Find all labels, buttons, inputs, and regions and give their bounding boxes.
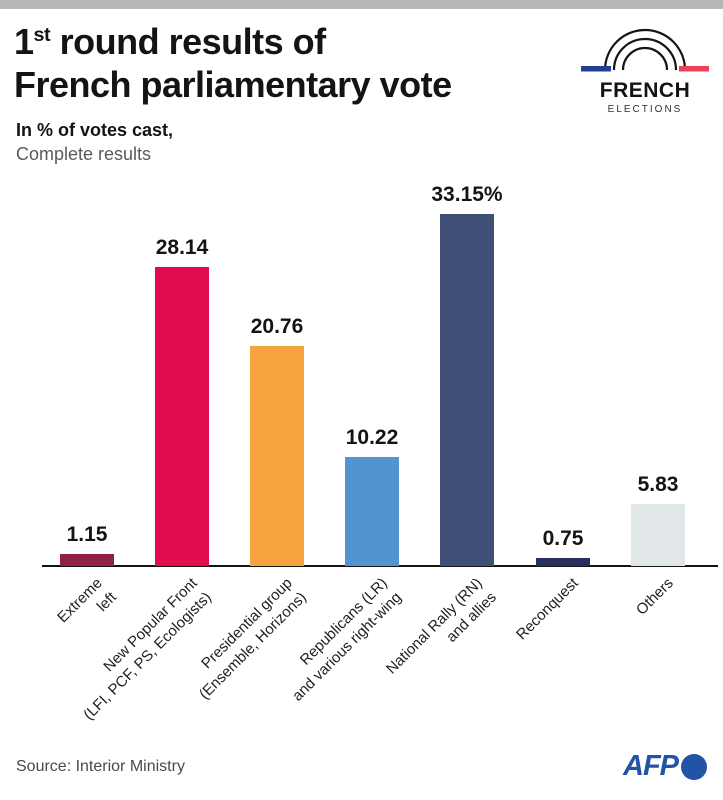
afp-globe-icon bbox=[681, 753, 707, 780]
bar-republicans-lr-and-various-right-wing bbox=[345, 457, 399, 566]
x-axis-line bbox=[42, 565, 718, 567]
bar-value-reconquest: 0.75 bbox=[542, 527, 584, 550]
afp-wordmark: AFP bbox=[623, 750, 679, 782]
logo-subtitle: ELECTIONS bbox=[607, 104, 683, 115]
flag-red-bar bbox=[679, 66, 709, 72]
french-elections-logo: FRENCH ELECTIONS bbox=[577, 14, 713, 115]
bar-extreme-left bbox=[60, 554, 114, 566]
bar-presidential-group-ensemble-horizons bbox=[250, 346, 304, 566]
subtitle-status: Complete results bbox=[16, 144, 152, 164]
tick-label-others: Others bbox=[494, 574, 677, 757]
bar-national-rally-rn-and-allies bbox=[440, 214, 494, 566]
bar-value-presidential-group-ensemble-horizons: 20.76 bbox=[250, 315, 304, 338]
title-rest: round results of bbox=[50, 21, 327, 62]
afp-logo: AFP bbox=[623, 750, 707, 783]
bar-value-national-rally-rn-and-allies: 33.15% bbox=[431, 183, 503, 206]
chart-subtitle: In % of votes cast, Complete results bbox=[16, 120, 173, 165]
bar-others bbox=[631, 504, 685, 566]
page-title: 1st round results of French parliamentar… bbox=[14, 20, 452, 106]
bar-value-new-popular-front-lfi-pcf-ps-ecologists: 28.14 bbox=[155, 236, 209, 259]
title-ordinal-suffix: st bbox=[33, 24, 51, 46]
logo-title: FRENCH bbox=[599, 79, 691, 102]
title-number: 1 bbox=[14, 21, 34, 62]
bar-value-republicans-lr-and-various-right-wing: 10.22 bbox=[345, 426, 399, 449]
flag-blue-bar bbox=[581, 66, 611, 72]
bar-reconquest bbox=[536, 558, 590, 566]
top-band bbox=[0, 0, 723, 9]
bar-value-others: 5.83 bbox=[637, 473, 679, 496]
source-credit: Source: Interior Ministry bbox=[16, 758, 185, 775]
bar-value-extreme-left: 1.15 bbox=[66, 523, 108, 546]
subtitle-units: In % of votes cast, bbox=[16, 120, 174, 140]
title-line1: 1st round results of bbox=[14, 21, 326, 62]
hemicycle-arcs-icon bbox=[581, 28, 709, 72]
title-line2: French parliamentary vote bbox=[14, 64, 452, 106]
bar-new-popular-front-lfi-pcf-ps-ecologists bbox=[155, 267, 209, 566]
tick-label-line: Others bbox=[632, 574, 677, 619]
